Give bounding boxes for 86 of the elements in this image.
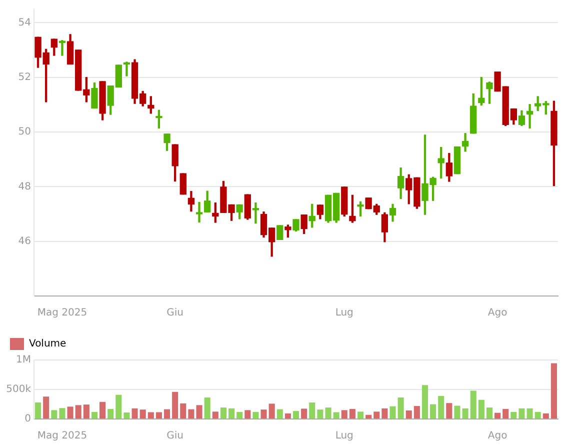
bar: [116, 394, 122, 418]
bar: [333, 412, 340, 418]
bar: [366, 414, 372, 418]
y-tick-label: 48: [18, 181, 31, 192]
x-tick-label: Giu: [166, 430, 184, 442]
candlestick: [123, 62, 130, 76]
bar: [349, 408, 356, 418]
bar: [124, 412, 130, 418]
bar: [43, 396, 50, 418]
x-tick-label: Mag 2025: [37, 308, 88, 319]
bar: [534, 412, 541, 418]
bar: [550, 363, 557, 418]
bar: [390, 406, 396, 418]
y-tick-label: 52: [18, 72, 31, 83]
x-tick-label: Lug: [335, 430, 354, 442]
bar: [317, 410, 324, 418]
bar: [132, 408, 138, 418]
bar: [196, 405, 202, 418]
bar: [357, 412, 364, 418]
bar: [59, 408, 66, 418]
bar: [156, 412, 162, 418]
bar: [204, 397, 210, 418]
bar: [542, 413, 549, 418]
candlestick: [526, 104, 534, 129]
x-tick-label: Giu: [166, 308, 184, 319]
y-tick-label: 50: [18, 126, 31, 138]
bar: [422, 385, 428, 418]
bar: [180, 403, 186, 418]
bar: [35, 402, 42, 418]
bar: [374, 412, 380, 418]
candlestick: [252, 202, 260, 224]
y-tick-label: 54: [18, 17, 31, 28]
bar: [236, 412, 243, 418]
bar: [100, 402, 106, 418]
bar: [83, 404, 90, 418]
bar: [252, 412, 259, 418]
bar: [462, 408, 468, 418]
bar: [438, 396, 444, 418]
bar: [276, 409, 283, 418]
bar: [75, 405, 82, 418]
bar: [414, 406, 420, 418]
bar: [244, 410, 251, 418]
bar: [284, 413, 291, 418]
bar: [301, 408, 308, 418]
bar: [164, 409, 170, 418]
bar: [454, 406, 460, 418]
y-tick-label: 500k: [6, 384, 32, 396]
y-tick-label: 1M: [16, 354, 31, 366]
bar: [51, 410, 58, 418]
bar: [228, 408, 235, 418]
bar: [341, 410, 348, 418]
y-tick-label: 46: [18, 236, 31, 247]
bar: [260, 410, 267, 418]
x-tick-label: Lug: [335, 308, 354, 319]
bar: [398, 397, 404, 418]
x-tick-label: Ago: [488, 430, 508, 442]
bar: [212, 412, 218, 418]
bar: [220, 407, 226, 418]
bar: [382, 408, 388, 418]
bar: [188, 409, 194, 418]
bar: [140, 410, 146, 418]
bar: [91, 412, 98, 418]
bar: [172, 392, 178, 418]
bar: [526, 408, 533, 418]
bar: [325, 407, 332, 418]
bar: [470, 390, 476, 418]
bar: [502, 408, 509, 418]
bar: [406, 410, 412, 418]
bar: [148, 412, 154, 418]
bar: [309, 402, 316, 418]
bar: [510, 412, 517, 418]
bar: [268, 404, 275, 418]
legend-label: Volume: [29, 338, 66, 350]
x-tick-label: Ago: [488, 308, 508, 319]
bar: [486, 407, 492, 418]
bar: [430, 404, 436, 418]
bar: [518, 408, 525, 418]
x-tick-label: Mag 2025: [37, 430, 88, 442]
bar: [292, 411, 300, 418]
bar: [446, 403, 452, 418]
y-tick-label: 0: [24, 414, 31, 425]
candlestick: [58, 40, 66, 56]
bar: [67, 406, 74, 418]
bar: [108, 408, 114, 418]
bar: [494, 412, 501, 418]
bar: [478, 400, 484, 418]
